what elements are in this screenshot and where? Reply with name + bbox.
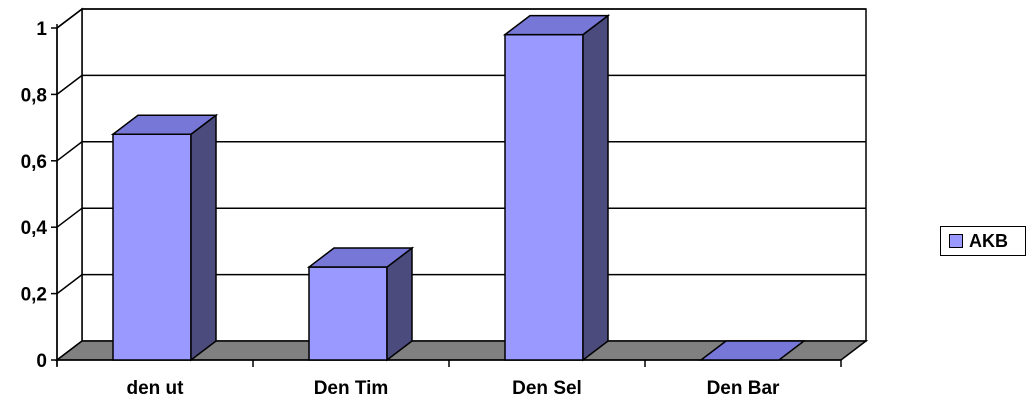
x-tick-labels: den ut Den Tim Den Sel Den Bar	[127, 378, 781, 399]
x-tick-label: Den Tim	[314, 378, 389, 399]
legend-swatch	[949, 234, 963, 248]
x-tick-label: den ut	[127, 378, 185, 399]
y-tick-labels: 0 0,2 0,4 0,6 0,8 1	[21, 19, 48, 372]
bar-top	[502, 14, 611, 36]
y-tick-label: 0,4	[21, 218, 48, 239]
bar	[698, 340, 807, 361]
bar	[306, 246, 415, 362]
y-tick-label: 0,2	[21, 285, 47, 306]
y-tick-label: 0,6	[21, 152, 47, 173]
x-tick-label: Den Sel	[512, 378, 582, 399]
gridline	[56, 8, 866, 29]
legend: AKB	[940, 226, 1026, 256]
bar-top	[110, 114, 219, 135]
bar-front	[308, 266, 388, 361]
bar	[502, 14, 611, 362]
y-tick-label: 0	[36, 351, 47, 372]
bar-side	[190, 113, 217, 362]
bar-front	[504, 33, 584, 361]
bar-front	[112, 133, 192, 361]
bar-top	[306, 247, 415, 268]
side-wall-panel	[56, 7, 83, 362]
y-tick-label: 1	[36, 19, 47, 40]
bar	[110, 113, 219, 362]
bar-top	[698, 340, 807, 361]
legend-label: AKB	[969, 230, 1008, 251]
y-tick-label: 0,8	[21, 85, 47, 106]
bars	[110, 14, 807, 362]
bar-side	[582, 14, 609, 362]
x-tick-label: Den Bar	[707, 378, 780, 399]
